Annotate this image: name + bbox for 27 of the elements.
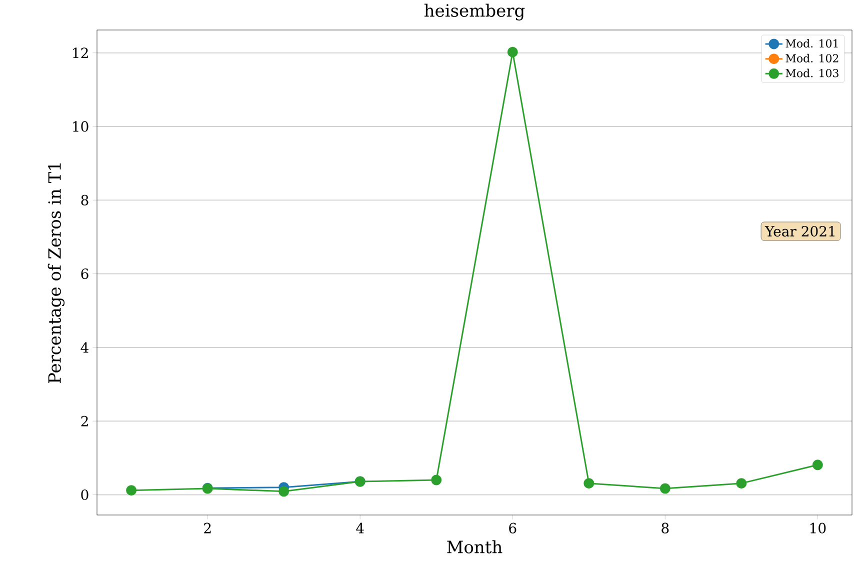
point: [660, 483, 670, 494]
y-axis-title: Percentage of Zeros in T1: [48, 163, 65, 384]
point: [812, 460, 823, 470]
y-tick-label: 0: [81, 489, 88, 500]
y-tick-label: 4: [80, 342, 88, 353]
point: [736, 478, 747, 489]
point: [278, 486, 290, 497]
x-axis-title: Month: [447, 540, 502, 554]
x-tick-label: 2: [204, 522, 211, 534]
y-tick-label: 2: [81, 416, 88, 426]
y-tick-label: 8: [81, 194, 88, 206]
y-tick-label: 6: [81, 268, 88, 280]
point: [584, 478, 594, 489]
legend-label: Mod. 103: [786, 68, 838, 78]
x-tick-label: 6: [509, 522, 516, 534]
x-tick-label: 4: [356, 522, 364, 534]
point: [126, 485, 137, 496]
legend-label: Mod. 101: [786, 39, 838, 48]
x-tick-label: 10: [810, 522, 826, 534]
legend-label: Mod. 102: [786, 54, 838, 62]
point: [507, 46, 518, 58]
y-tick-label: 10: [73, 121, 88, 132]
x-tick-label: 8: [662, 522, 669, 534]
y-tick-label: 12: [73, 48, 88, 58]
point: [431, 474, 442, 486]
chart-title: heisemberg: [424, 4, 525, 20]
annotation: Year 2021: [764, 226, 834, 237]
